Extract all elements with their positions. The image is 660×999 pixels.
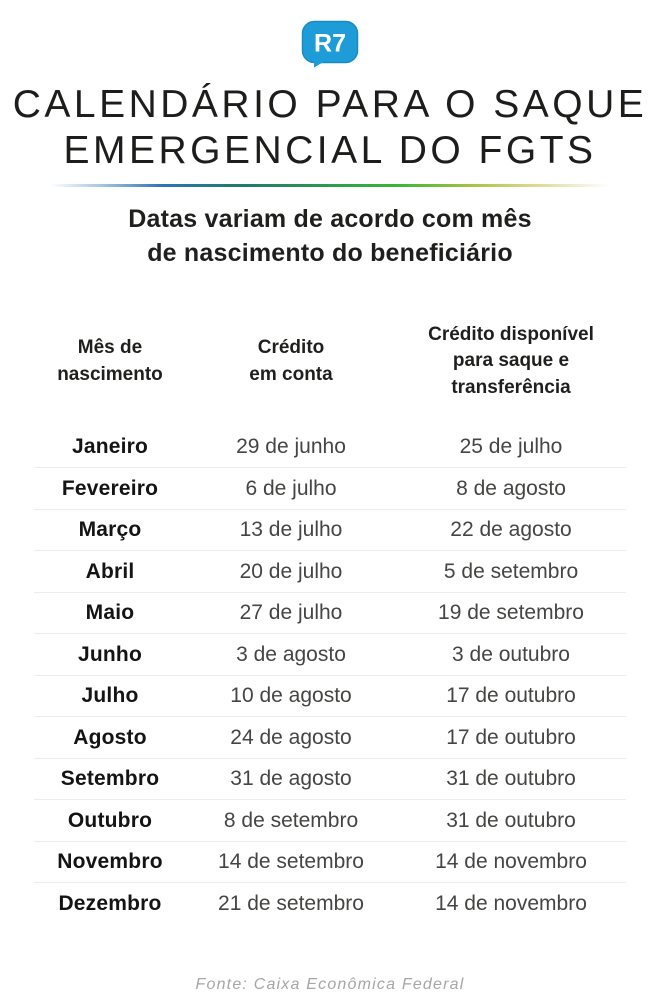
month-cell: Setembro: [60, 767, 160, 791]
credit-date-cell: 27 de julho: [239, 601, 343, 625]
table-row: Maio 27 de julho 19 de setembro: [34, 591, 626, 634]
available-date-cell: 31 de outubro: [446, 767, 576, 791]
month-cell: Abril: [85, 559, 135, 583]
credit-date-cell: 20 de julho: [239, 559, 343, 583]
column-header-available-withdrawal: Crédito disponível para saque e transfer…: [428, 324, 594, 398]
month-cell: Dezembro: [58, 891, 162, 915]
table-row: Abril 20 de julho 5 de setembro: [34, 550, 626, 592]
available-date-cell: 17 de outubro: [446, 684, 576, 708]
available-date-cell: 25 de julho: [459, 435, 563, 459]
credit-date-cell: 8 de setembro: [223, 808, 359, 832]
logo-container: R7: [0, 0, 660, 68]
table-row: Setembro 31 de agosto 31 de outubro: [34, 757, 626, 800]
table-header-row: Mês de nascimento Crédito em conta Crédi…: [34, 322, 626, 401]
r7-logo-icon: R7: [301, 20, 359, 68]
table-row: Dezembro 21 de setembro 14 de novembro: [34, 882, 626, 924]
credit-date-cell: 21 de setembro: [218, 891, 364, 915]
page-title-line1: CALENDÁRIO PARA O SAQUE: [12, 83, 648, 126]
available-date-cell: 8 de agosto: [456, 476, 566, 500]
table-row: Fevereiro 6 de julho 8 de agosto: [34, 467, 626, 509]
column-header-credit-in-account: Crédito em conta: [249, 337, 333, 385]
month-cell: Março: [78, 518, 142, 542]
page-subtitle: Datas variam de acordo com mês de nascim…: [0, 203, 660, 270]
table-row: Outubro 8 de setembro 31 de outubro: [34, 799, 626, 841]
table-row: Janeiro 29 de junho 25 de julho: [34, 427, 626, 468]
table-row: Junho 3 de agosto 3 de outubro: [34, 633, 626, 675]
available-date-cell: 3 de outubro: [452, 642, 570, 666]
credit-date-cell: 13 de julho: [239, 518, 343, 542]
month-cell: Junho: [78, 642, 142, 666]
page-subtitle-line2: de nascimento do beneficiário: [147, 238, 513, 267]
month-cell: Julho: [81, 684, 139, 708]
available-date-cell: 5 de setembro: [443, 559, 579, 583]
month-cell: Maio: [85, 601, 135, 625]
page-title: CALENDÁRIO PARA O SAQUE EMERGENCIAL DO F…: [0, 82, 660, 173]
page-subtitle-line1: Datas variam de acordo com mês: [128, 205, 532, 234]
credit-date-cell: 6 de julho: [245, 476, 337, 500]
month-cell: Novembro: [57, 850, 163, 874]
page-title-line2: EMERGENCIAL DO FGTS: [63, 128, 597, 172]
available-date-cell: 31 de outubro: [446, 808, 576, 832]
column-header-birth-month: Mês de nascimento: [57, 337, 163, 385]
source-attribution: Fonte: Caixa Econômica Federal: [195, 975, 465, 993]
credit-date-cell: 31 de agosto: [230, 767, 352, 791]
credit-date-cell: 24 de agosto: [230, 725, 352, 749]
available-date-cell: 17 de outubro: [446, 725, 576, 749]
credit-date-cell: 10 de agosto: [230, 684, 352, 708]
month-cell: Agosto: [73, 725, 147, 749]
logo-text: R7: [314, 30, 346, 58]
month-cell: Janeiro: [71, 435, 149, 459]
available-date-cell: 19 de setembro: [438, 601, 584, 625]
table-row: Março 13 de julho 22 de agosto: [34, 508, 626, 551]
table-row: Agosto 24 de agosto 17 de outubro: [34, 716, 626, 758]
month-cell: Fevereiro: [61, 476, 159, 500]
credit-date-cell: 14 de setembro: [218, 850, 364, 874]
available-date-cell: 14 de novembro: [435, 891, 587, 915]
calendar-table: Mês de nascimento Crédito em conta Crédi…: [34, 322, 626, 924]
rainbow-divider: [50, 184, 610, 188]
month-cell: Outubro: [67, 808, 153, 832]
available-date-cell: 14 de novembro: [435, 850, 587, 874]
credit-date-cell: 29 de junho: [236, 435, 346, 459]
credit-date-cell: 3 de agosto: [236, 642, 346, 666]
table-row: Julho 10 de agosto 17 de outubro: [34, 674, 626, 717]
available-date-cell: 22 de agosto: [450, 518, 572, 542]
table-row: Novembro 14 de setembro 14 de novembro: [34, 840, 626, 883]
table-body: Janeiro 29 de junho 25 de julho Fevereir…: [34, 427, 626, 924]
